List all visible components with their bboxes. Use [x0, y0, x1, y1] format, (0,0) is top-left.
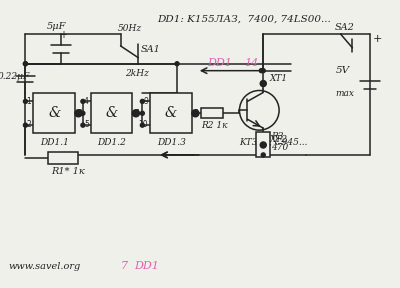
Text: DD1: K155ЛАЗ,  7400, 74LS00...: DD1: K155ЛАЗ, 7400, 74LS00...: [157, 14, 331, 23]
Text: 14: 14: [244, 58, 259, 68]
Text: DD1.2: DD1.2: [97, 138, 126, 147]
Circle shape: [140, 111, 144, 115]
Bar: [201, 108, 223, 118]
Text: 5V: 5V: [336, 66, 350, 75]
Text: DD1.3: DD1.3: [157, 138, 186, 147]
Text: 470: 470: [271, 143, 288, 152]
Text: R3: R3: [271, 132, 284, 141]
Text: 1: 1: [27, 97, 31, 107]
Text: 9: 9: [144, 97, 148, 107]
Circle shape: [261, 82, 265, 86]
Circle shape: [24, 62, 28, 66]
Text: R1* 1к: R1* 1к: [51, 167, 85, 176]
Text: R2 1к: R2 1к: [201, 121, 227, 130]
Circle shape: [81, 99, 85, 103]
Text: DD1.1: DD1.1: [40, 138, 68, 147]
Text: 4: 4: [84, 97, 89, 107]
Text: 2: 2: [27, 120, 31, 129]
Circle shape: [81, 111, 85, 115]
Circle shape: [24, 99, 28, 103]
Circle shape: [260, 142, 266, 148]
Text: 7: 7: [120, 261, 128, 271]
Text: 5μF: 5μF: [47, 22, 66, 31]
Text: 2kHz: 2kHz: [126, 69, 149, 78]
Circle shape: [132, 110, 139, 117]
Text: &: &: [48, 106, 60, 120]
Circle shape: [140, 99, 144, 103]
Text: 6: 6: [134, 109, 139, 118]
Bar: [150, 94, 192, 133]
Bar: [91, 94, 132, 133]
Circle shape: [175, 62, 179, 66]
Bar: [256, 132, 270, 157]
Circle shape: [261, 69, 265, 73]
Circle shape: [81, 123, 85, 127]
Text: SA1: SA1: [140, 45, 160, 54]
Text: 10: 10: [139, 120, 148, 129]
Text: 0.22μF: 0.22μF: [0, 72, 30, 81]
Text: +: +: [59, 30, 67, 40]
Circle shape: [192, 110, 199, 117]
Text: 50Hz: 50Hz: [118, 24, 142, 33]
Circle shape: [75, 110, 82, 117]
Text: max: max: [336, 90, 354, 98]
Text: 5: 5: [84, 120, 89, 129]
Text: KT315, C945...: KT315, C945...: [240, 138, 308, 147]
Text: XT1: XT1: [269, 73, 287, 83]
Circle shape: [24, 62, 28, 66]
Text: www.savel.org: www.savel.org: [8, 262, 81, 271]
Text: 8: 8: [194, 109, 199, 118]
Circle shape: [261, 153, 265, 157]
Circle shape: [259, 69, 263, 73]
Text: +: +: [373, 34, 383, 44]
Text: &: &: [165, 106, 177, 120]
Text: DD1: DD1: [134, 261, 159, 271]
Text: &: &: [106, 106, 118, 120]
Circle shape: [140, 123, 144, 127]
Circle shape: [24, 123, 28, 127]
Bar: [48, 152, 78, 164]
Text: DD1: DD1: [207, 58, 232, 68]
Circle shape: [260, 81, 266, 86]
Text: SA2: SA2: [334, 23, 354, 32]
Text: 3: 3: [77, 109, 82, 118]
Bar: [33, 94, 75, 133]
Text: XT2: XT2: [269, 135, 287, 144]
